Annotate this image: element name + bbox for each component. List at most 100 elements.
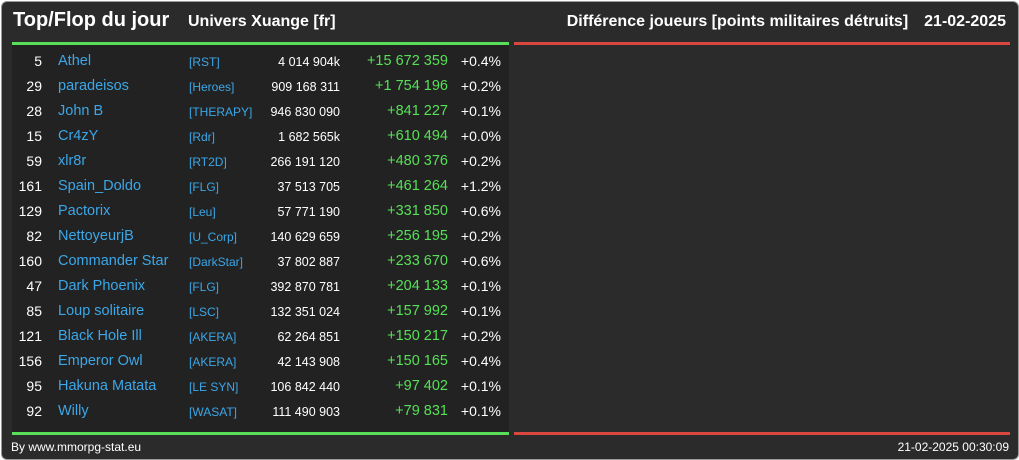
table-row: 29 paradeisos [Heroes] 909 168 311 +1 754 19…	[12, 74, 509, 99]
player-name-link[interactable]: xlr8r	[58, 153, 87, 169]
alliance-tag-link[interactable]: [Leu]	[189, 205, 216, 219]
top-gainers-divider	[12, 42, 509, 45]
points-difference: +1 754 196	[375, 78, 448, 94]
alliance-tag-link[interactable]: [FLG]	[189, 180, 220, 194]
player-name-link[interactable]: Hakuna Matata	[58, 378, 157, 394]
table-row: 129 Pactorix [Leu] 57 771 190 +331 850 +0.6%	[12, 199, 509, 224]
percent-change: +0.4%	[460, 353, 501, 369]
alliance-tag-link[interactable]: [RST]	[189, 55, 220, 69]
player-points: 909 168 311	[271, 80, 340, 94]
page-title: Top/Flop du jour	[13, 9, 170, 31]
alliance-tag-link[interactable]: [Heroes]	[189, 80, 235, 94]
percent-change: +0.2%	[460, 153, 501, 169]
alliance-tag-link[interactable]: [WASAT]	[189, 405, 237, 419]
alliance-tag-link[interactable]: [AKERA]	[189, 355, 237, 369]
percent-change: +0.1%	[460, 278, 501, 294]
player-points: 140 629 659	[270, 230, 340, 244]
table-row: 15 Cr4zY [Rdr] 1 682 565k +610 494 +0.0%	[12, 124, 509, 149]
player-name-link[interactable]: Cr4zY	[58, 128, 99, 144]
player-rank: 85	[26, 303, 42, 319]
player-rank: 160	[18, 253, 42, 269]
metric-label: Différence joueurs [points militaires dé…	[566, 13, 909, 30]
table-row: 59 xlr8r [RT2D] 266 191 120 +480 376 +0.2%	[12, 149, 509, 174]
alliance-tag-link[interactable]: [THERAPY]	[189, 105, 253, 119]
player-rank: 59	[26, 153, 42, 169]
player-rank: 129	[18, 203, 42, 219]
player-name-link[interactable]: John B	[58, 103, 104, 119]
player-name-link[interactable]: Dark Phoenix	[58, 278, 146, 294]
alliance-tag-link[interactable]: [FLG]	[189, 280, 220, 294]
player-rank: 156	[18, 353, 42, 369]
percent-change: +0.1%	[460, 103, 501, 119]
points-difference: +256 195	[387, 228, 448, 244]
bottom-losers-divider	[514, 432, 1010, 435]
points-difference: +610 494	[387, 128, 448, 144]
points-difference: +461 264	[387, 178, 448, 194]
percent-change: +0.1%	[460, 303, 501, 319]
player-name-link[interactable]: Willy	[58, 403, 89, 419]
player-points: 106 842 440	[270, 380, 340, 394]
gainers-table: 5 Athel [RST] 4 014 904k +15 672 359 +0.4% 29 p…	[12, 45, 509, 432]
player-rank: 47	[26, 278, 42, 294]
percent-change: +0.2%	[460, 328, 501, 344]
player-points: 4 014 904k	[278, 55, 340, 69]
player-rank: 121	[18, 328, 42, 344]
alliance-tag-link[interactable]: [Rdr]	[189, 130, 216, 144]
player-rank: 15	[26, 128, 42, 144]
points-difference: +204 133	[387, 278, 448, 294]
table-row: 5 Athel [RST] 4 014 904k +15 672 359 +0.4%	[12, 49, 509, 74]
alliance-tag-link[interactable]: [AKERA]	[189, 330, 237, 344]
table-row: 47 Dark Phoenix [FLG] 392 870 781 +204 133 +0…	[12, 274, 509, 299]
player-name-link[interactable]: Black Hole Ill	[58, 328, 142, 344]
player-name-link[interactable]: Pactorix	[58, 203, 111, 219]
player-name-link[interactable]: Emperor Owl	[58, 353, 143, 369]
player-rank: 82	[26, 228, 42, 244]
points-difference: +79 831	[395, 403, 448, 419]
player-points: 57 771 190	[277, 205, 340, 219]
alliance-tag-link[interactable]: [RT2D]	[189, 155, 227, 169]
percent-change: +0.1%	[460, 403, 501, 419]
alliance-tag-link[interactable]: [LE SYN]	[189, 380, 239, 394]
percent-change: +0.2%	[460, 78, 501, 94]
player-rank: 161	[18, 178, 42, 194]
table-row: 28 John B [THERAPY] 946 830 090 +841 227 +0.1…	[12, 99, 509, 124]
player-points: 62 264 851	[277, 330, 340, 344]
player-name-link[interactable]: Athel	[58, 53, 92, 69]
player-name-link[interactable]: Loup solitaire	[58, 303, 145, 319]
points-difference: +15 672 359	[366, 53, 448, 69]
player-name-link[interactable]: paradeisos	[58, 78, 129, 94]
points-difference: +157 992	[387, 303, 448, 319]
table-row: 95 Hakuna Matata [LE SYN] 106 842 440 +97 40…	[12, 374, 509, 399]
table-row: 156 Emperor Owl [AKERA] 42 143 908 +150 165 +…	[12, 349, 509, 374]
player-points: 37 802 887	[277, 255, 340, 269]
footer-credit[interactable]: By www.mmorpg-stat.eu	[11, 440, 142, 454]
player-points: 132 351 024	[270, 305, 340, 319]
universe-label: Univers Xuange [fr]	[188, 13, 336, 30]
header: Top/Flop du jour Univers Xuange [fr] Dif…	[2, 2, 1018, 42]
table-row: 121 Black Hole Ill [AKERA] 62 264 851 +150 2…	[12, 324, 509, 349]
percent-change: +0.6%	[460, 253, 501, 269]
percent-change: +0.4%	[460, 53, 501, 69]
percent-change: +0.1%	[460, 378, 501, 394]
points-difference: +331 850	[387, 203, 448, 219]
points-difference: +150 165	[387, 353, 448, 369]
player-points: 392 870 781	[270, 280, 340, 294]
player-name-link[interactable]: Commander Star	[58, 253, 169, 269]
player-name-link[interactable]: NettoyeurjB	[58, 228, 134, 244]
table-row: 82 NettoyeurjB [U_Corp] 140 629 659 +256 195…	[12, 224, 509, 249]
player-points: 42 143 908	[277, 355, 340, 369]
alliance-tag-link[interactable]: [DarkStar]	[189, 255, 244, 269]
footer-timestamp: 21-02-2025 00:30:09	[897, 440, 1009, 454]
table-row: 161 Spain_Doldo [FLG] 37 513 705 +461 264 +1.…	[12, 174, 509, 199]
table-row: 92 Willy [WASAT] 111 490 903 +79 831 +0.1%	[12, 399, 509, 424]
player-points: 266 191 120	[270, 155, 340, 169]
alliance-tag-link[interactable]: [U_Corp]	[189, 230, 238, 244]
points-difference: +480 376	[387, 153, 448, 169]
percent-change: +0.0%	[460, 128, 501, 144]
player-name-link[interactable]: Spain_Doldo	[58, 178, 142, 194]
player-rank: 5	[34, 53, 42, 69]
player-rank: 29	[26, 78, 42, 94]
alliance-tag-link[interactable]: [LSC]	[189, 305, 220, 319]
table-row: 160 Commander Star [DarkStar] 37 802 887 +23…	[12, 249, 509, 274]
